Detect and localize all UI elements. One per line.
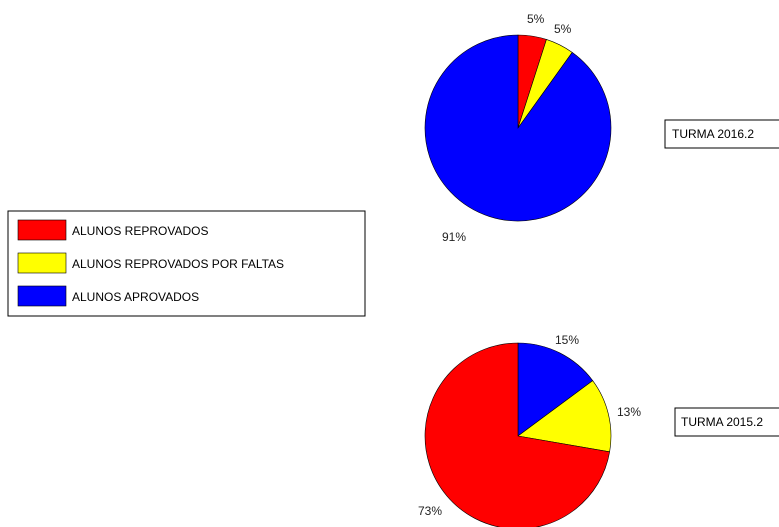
legend-swatch-reprovados-faltas: [17, 252, 67, 274]
pie1-label-reprovados-faltas: 5%: [554, 22, 572, 36]
turma-2015-2-label: TURMA 2015.2: [681, 415, 763, 429]
pie-chart-turma-2015-2: 15% 13% 73%: [418, 333, 641, 527]
legend-swatch-aprovados: [17, 285, 67, 307]
pie2-label-reprovados: 73%: [418, 504, 442, 518]
turma-2015-2-box: TURMA 2015.2: [674, 407, 779, 437]
pie1-label-reprovados: 5%: [527, 12, 545, 26]
pie2-slice-reprovados: [424, 342, 610, 527]
turma-2016-2-frame: [664, 119, 779, 149]
legend-label-reprovados: ALUNOS REPROVADOS: [72, 224, 208, 238]
pie-chart-turma-2016-2: 5% 5% 91%: [424, 12, 612, 244]
turma-2015-2-frame: [674, 407, 779, 437]
pie2-slice-aprovados: [517, 342, 594, 437]
legend-swatch-reprovados: [17, 219, 67, 241]
pie2-label-aprovados: 15%: [555, 333, 579, 347]
pie2-slice-reprovados-faltas: [517, 380, 612, 453]
legend-label-reprovados-faltas: ALUNOS REPROVADOS POR FALTAS: [72, 257, 284, 271]
legend-frame: [7, 210, 366, 317]
turma-2016-2-label: TURMA 2016.2: [672, 127, 754, 141]
turma-2016-2-box: TURMA 2016.2: [664, 119, 779, 149]
pie1-slice-aprovados: [424, 34, 612, 222]
legend: ALUNOS REPROVADOS ALUNOS REPROVADOS POR …: [7, 210, 366, 317]
pie2-label-reprovados-faltas: 13%: [617, 405, 641, 419]
pie1-label-aprovados: 91%: [442, 230, 466, 244]
legend-label-aprovados: ALUNOS APROVADOS: [72, 290, 199, 304]
